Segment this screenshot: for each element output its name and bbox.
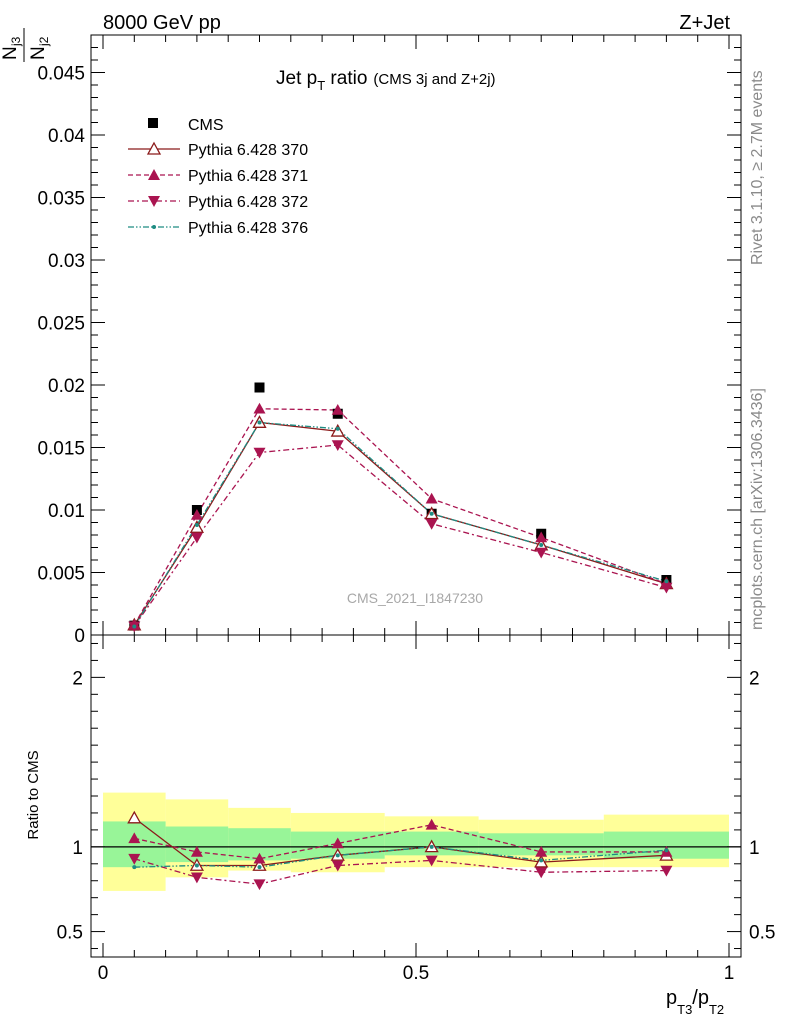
point-cms [254, 382, 265, 393]
ratio-y-tick-label: 1 [72, 838, 83, 859]
point-p371 [190, 509, 203, 520]
ratio-point-p376 [257, 865, 262, 870]
ratio-point-p371 [425, 818, 438, 830]
y-tick-label: 0.04 [48, 126, 85, 147]
ratio-point-p376 [539, 858, 544, 863]
x-tick-label: 0 [98, 963, 109, 984]
ratio-y-tick-label-right: 0.5 [749, 923, 775, 944]
ylabel-den: N [28, 46, 49, 60]
legend-label-p371: Pythia 6.428 371 [188, 168, 308, 185]
main-ylabel: N j3 N j2 [0, 28, 51, 62]
y-tick-label: 0.025 [37, 314, 85, 335]
ratio-point-p371 [253, 852, 266, 864]
point-p376 [194, 523, 199, 527]
ratio-y-tick-label-right: 1 [749, 838, 760, 859]
ratio-y-tick-label-right: 2 [749, 668, 760, 689]
ratio-frame [90, 634, 742, 958]
point-p376 [335, 426, 340, 431]
y-tick-label: 0.005 [37, 564, 85, 585]
ylabel-num-sub: j3 [9, 36, 23, 47]
point-p376 [664, 579, 669, 584]
side-label-top: Rivet 3.1.10, ≥ 2.7M events [749, 70, 766, 265]
point-p376 [257, 420, 262, 425]
ratio-y-tick-label: 0.5 [57, 923, 83, 944]
ratio-point-p376 [335, 853, 340, 858]
y-tick-label: 0.015 [37, 439, 85, 460]
ratio-point-p371 [331, 837, 344, 849]
ratio-point-p370 [252, 858, 267, 871]
point-p371 [331, 404, 344, 415]
side-label-bottom: mcplots.cern.ch [arXiv:1306.3436] [749, 388, 766, 630]
ratio-point-p370 [127, 810, 142, 824]
point-p372 [190, 532, 203, 544]
ratio-point-p372 [660, 865, 673, 877]
point-p372 [253, 447, 266, 459]
legend-item-cms: CMS [148, 117, 224, 134]
legend: CMS Pythia 6.428 370 Pythia 6.428 371 Py… [128, 117, 308, 237]
legend-label-p376: Pythia 6.428 376 [188, 220, 308, 237]
point-p376 [539, 543, 544, 547]
point-p372 [425, 518, 438, 530]
ratio-point-p371 [128, 832, 141, 844]
point-p371 [535, 531, 548, 543]
x-tick-label: 1 [724, 963, 735, 984]
ratio-point-p372 [190, 872, 203, 884]
ratio-panel: 0.5 0.5 1 1 2 2 0 0.5 1 [57, 634, 775, 984]
ratio-ylabel: Ratio to CMS [25, 750, 42, 839]
legend-label-cms: CMS [188, 117, 224, 134]
ratio-point-p372 [425, 855, 438, 867]
point-p371 [425, 492, 438, 504]
main-panel: 0 0.005 0.01 0.015 0.02 0.025 0.03 0.035 0.04 0.0… [37, 34, 742, 647]
band-inner [165, 826, 229, 863]
ratio-point-p376 [132, 865, 137, 870]
ylabel-num: N [0, 46, 21, 60]
band-inner [478, 833, 604, 856]
ratio-point-p376 [194, 863, 199, 868]
ratio-point-p372 [331, 860, 344, 872]
legend-item-p376: Pythia 6.428 376 [128, 220, 308, 237]
point-p372 [331, 440, 344, 451]
point-p371 [253, 402, 266, 414]
legend-label-p372: Pythia 6.428 372 [188, 194, 308, 211]
legend-item-p371: Pythia 6.428 371 [128, 168, 308, 185]
ratio-point-p371 [535, 845, 548, 857]
watermark: CMS_2021_I1847230 [347, 590, 483, 606]
ratio-xlabel: pT3/pT2 [666, 987, 724, 1017]
y-tick-label: 0.01 [48, 501, 85, 522]
point-p372 [660, 582, 673, 594]
point-p376 [132, 624, 137, 629]
header-left: 8000 GeV pp [103, 12, 221, 34]
point-p372 [535, 547, 548, 559]
y-tick-label: 0.035 [37, 189, 85, 210]
chart-title: Jet pT ratio (CMS 3j and Z+2j) [276, 68, 496, 93]
ratio-point-p372 [128, 853, 141, 865]
y-tick-label: 0.02 [48, 376, 85, 397]
point-p376 [429, 511, 434, 516]
y-tick-label: 0.03 [48, 251, 85, 272]
ratio-point-p376 [429, 844, 434, 849]
y-tick-label: 0.045 [37, 64, 85, 85]
ratio-point-p372 [253, 879, 266, 891]
ratio-point-p372 [535, 867, 548, 879]
y-tick-label: 0 [74, 626, 85, 647]
ratio-point-p371 [190, 845, 203, 857]
legend-label-p370: Pythia 6.428 370 [188, 142, 308, 159]
ratio-y-tick-label: 2 [72, 668, 83, 689]
legend-item-p372: Pythia 6.428 372 [128, 194, 308, 211]
legend-item-p370: Pythia 6.428 370 [128, 141, 308, 159]
header-right: Z+Jet [679, 12, 730, 34]
x-tick-label: 0.5 [403, 963, 429, 984]
ratio-point-p376 [664, 848, 669, 853]
ylabel-den-sub: j2 [37, 36, 51, 47]
